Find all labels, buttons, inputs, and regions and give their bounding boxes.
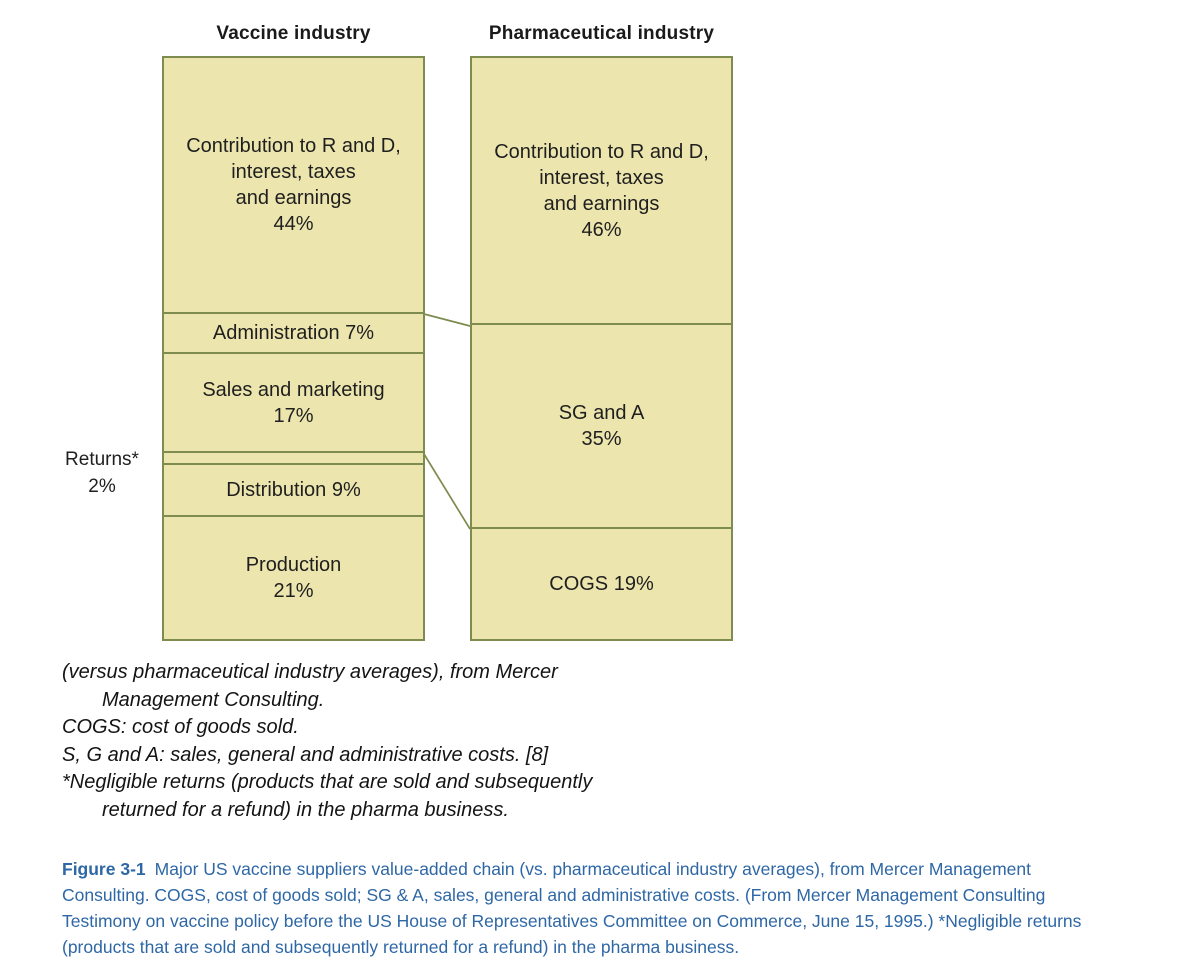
segment-label-line: 44% (273, 212, 314, 235)
returns-label-line1: Returns* (65, 449, 139, 470)
segment-label-line: Contribution to R and D, (186, 134, 401, 157)
column-title-vaccine: Vaccine industry (216, 23, 371, 44)
segment-label-line: 35% (581, 427, 622, 450)
returns-label-line2: 2% (88, 476, 116, 497)
caption-line: Figure 3-1 Major US vaccine suppliers val… (62, 859, 1031, 879)
figure-caption: Figure 3-1 Major US vaccine suppliers val… (62, 856, 1188, 960)
segment-label-line: interest, taxes (231, 160, 356, 183)
caption-line: Consulting. COGS, cost of goods sold; SG… (62, 885, 1046, 905)
note-line: COGS: cost of goods sold. (62, 716, 299, 738)
segment-label-line: SG and A (558, 401, 645, 424)
figure-notes: (versus pharmaceutical industry averages… (62, 659, 592, 824)
segment-contribution-to-r-and-d-interest-taxes-and-earnings: Contribution to R and D, interest, taxes a… (472, 58, 731, 326)
segment-cogs: COGS 19% (472, 529, 731, 639)
segment-label-line: COGS 19% (549, 572, 654, 595)
segment-label-line: 21% (273, 579, 314, 602)
segment-production: Production 21% (164, 517, 423, 639)
note-line: *Negligible returns (products that are s… (62, 771, 593, 793)
caption-line: Testimony on vaccine policy before the U… (62, 911, 1082, 931)
caption-line: (products that are sold and subsequently… (62, 937, 740, 957)
note-line: (versus pharmaceutical industry averages… (62, 661, 558, 683)
segment-label-line: Contribution to R and D, (494, 140, 709, 163)
segment-sales-and-marketing: Sales and marketing 17% (164, 354, 423, 454)
segment-label-line: Sales and marketing (202, 378, 385, 401)
segment-label-line: Production (245, 553, 342, 576)
returns-external-label: Returns* 2% (62, 446, 142, 500)
figure-label: Figure 3-1 (62, 859, 146, 879)
segment-distribution: Distribution 9% (164, 465, 423, 517)
segment-label-line: Distribution 9% (226, 478, 361, 501)
segment-contribution-to-r-and-d-interest-taxes-and-earnings: Contribution to R and D, interest, taxes a… (164, 58, 423, 314)
note-line: S, G and A: sales, general and administr… (62, 743, 549, 766)
column-title-pharmaceutical: Pharmaceutical industry (488, 23, 715, 44)
segment-label-line: 17% (273, 404, 314, 427)
note-line: Management Consulting. (102, 688, 325, 711)
segment-returns (164, 453, 423, 465)
segment-label-line: and earnings (235, 186, 352, 209)
connector-line-top (423, 313, 471, 327)
segment-sg-and-a: SG and A 35% (472, 325, 731, 529)
connector-line-bottom (423, 453, 471, 530)
segment-label-line: interest, taxes (539, 166, 664, 189)
segment-label-line: 46% (581, 218, 622, 241)
note-line: returned for a refund) in the pharma bus… (102, 798, 509, 821)
segment-label-line: and earnings (543, 192, 660, 215)
vaccine-stacked-bar: Contribution to R and D, interest, taxes a… (162, 56, 425, 641)
segment-administration: Administration 7% (164, 314, 423, 355)
pharmaceutical-stacked-bar: Contribution to R and D, interest, taxes a… (470, 56, 733, 641)
segment-label-line: Administration 7% (212, 321, 375, 344)
